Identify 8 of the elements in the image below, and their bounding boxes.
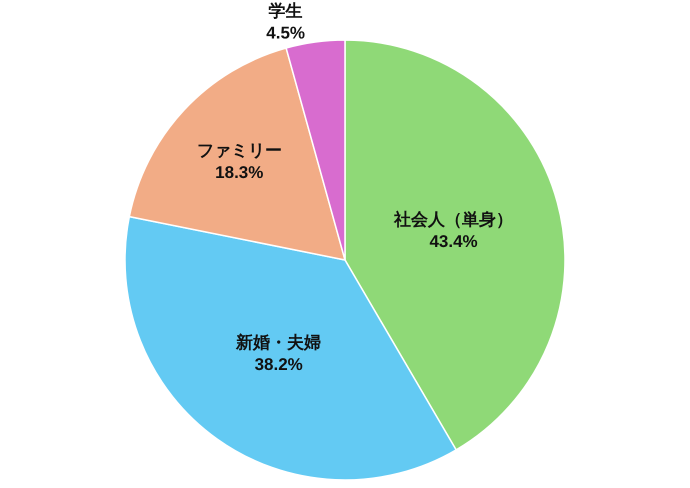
slice-label: ファミリー [196, 141, 282, 160]
slice-label: 社会人（単身） [393, 210, 514, 230]
data-label: 38.2% [254, 355, 303, 374]
data-label: 4.5% [266, 23, 306, 42]
data-label: 43.4% [429, 232, 478, 252]
slice-label: 新婚・夫婦 [235, 333, 322, 352]
slice-label: 学生 [268, 1, 303, 20]
data-label: 18.3% [215, 163, 264, 182]
